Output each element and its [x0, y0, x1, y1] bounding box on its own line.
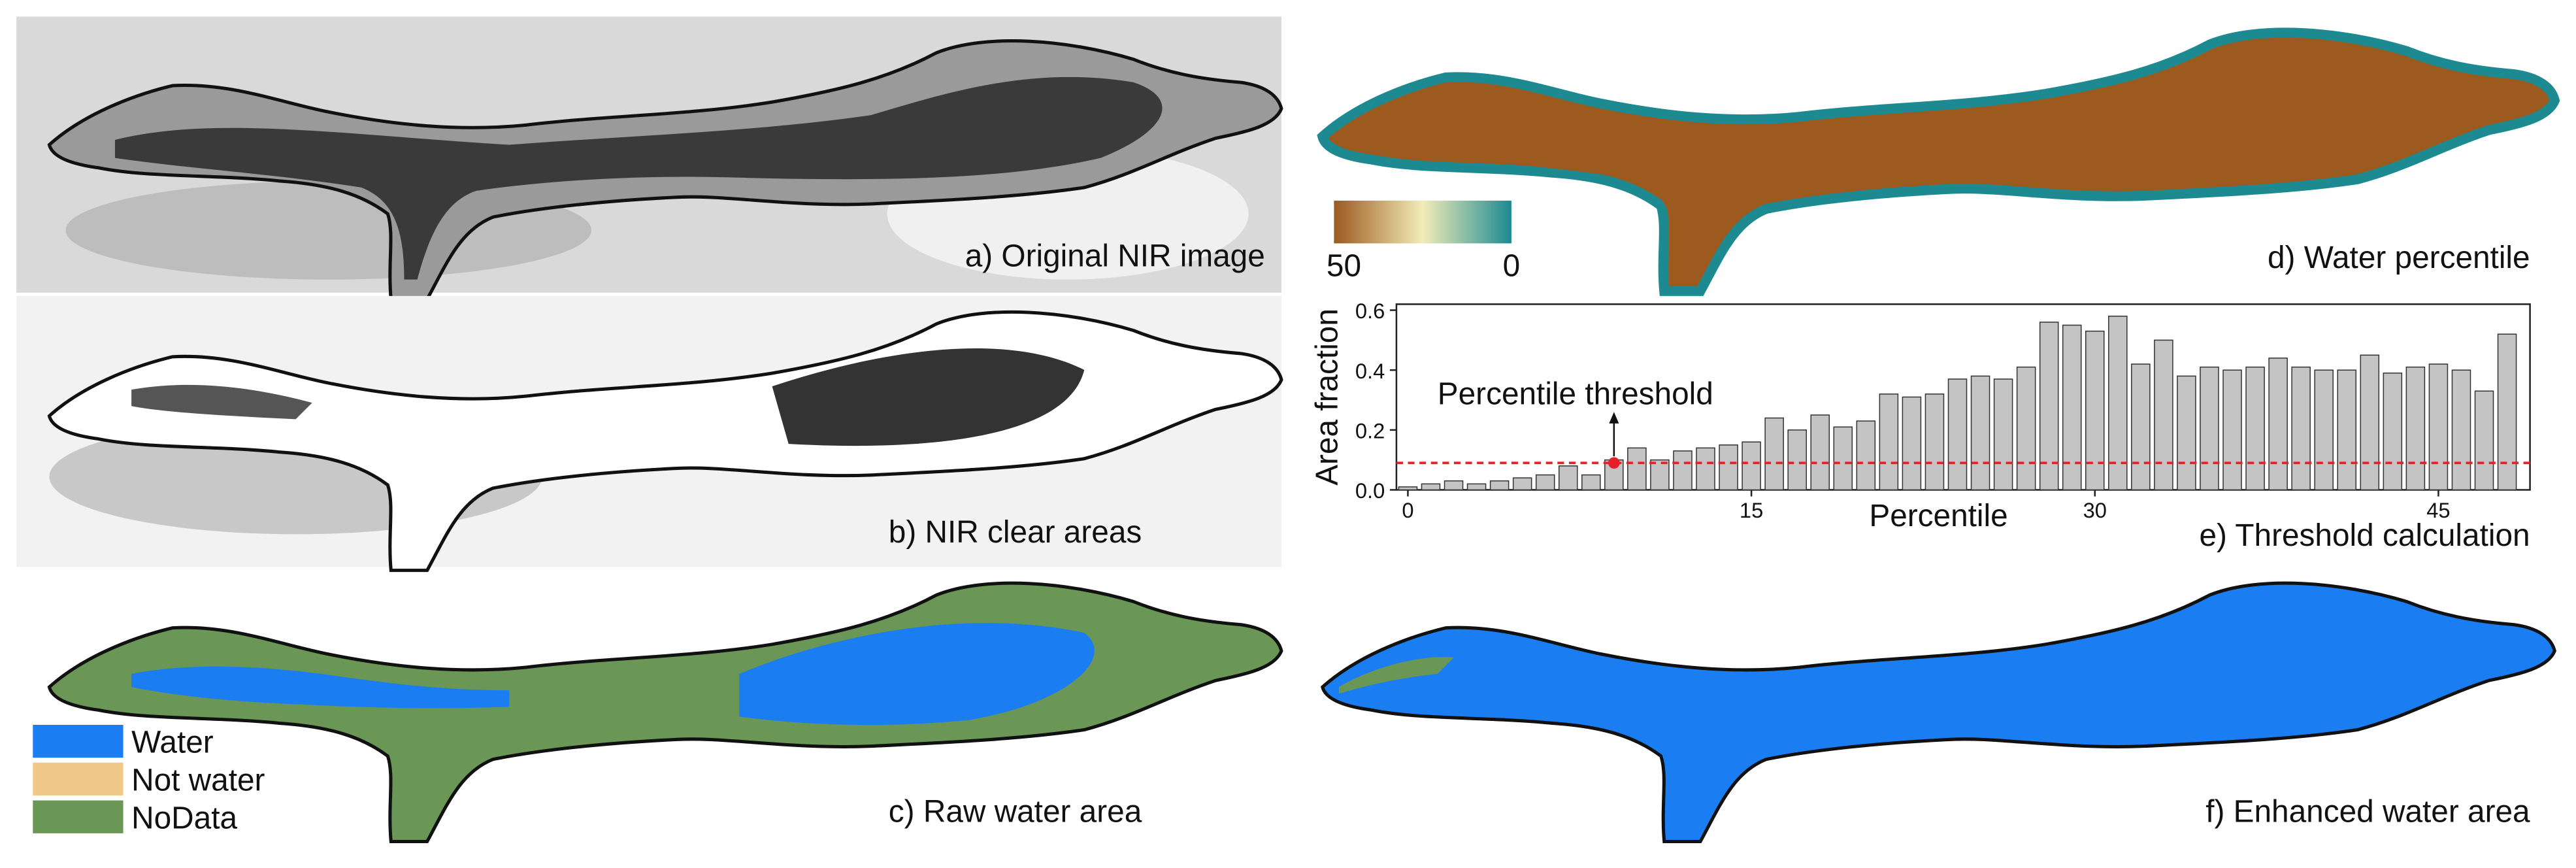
bar: [2222, 369, 2242, 491]
bar: [1650, 459, 1670, 491]
panel-c: Water Not water NoData c) Raw water area: [33, 583, 1281, 841]
y-tick-label: 0.2: [1355, 418, 1385, 442]
panel-label: e) Threshold calculation: [2200, 518, 2530, 553]
x-axis-title: Percentile: [1869, 499, 2007, 533]
bar: [1421, 483, 1441, 491]
panel-b: b) NIR clear areas: [16, 295, 1281, 571]
bar: [2474, 390, 2494, 491]
bar: [1924, 393, 1945, 491]
bar: [1444, 480, 1464, 491]
colorbar-label: 0: [1503, 249, 1521, 284]
bar: [1993, 378, 2013, 491]
bar: [2177, 375, 2196, 491]
bar: [1581, 474, 1601, 491]
bar: [2497, 333, 2517, 491]
bar: [2337, 369, 2357, 491]
y-tick-label: 0.6: [1355, 299, 1385, 323]
bar: [2016, 366, 2036, 491]
bar: [1673, 450, 1693, 491]
bar: [2314, 369, 2334, 491]
bar: [2428, 363, 2449, 491]
x-tick-label: 45: [2426, 498, 2450, 522]
legend-label: Water: [131, 726, 214, 760]
panel-e: e) Threshold calculation 0.0 0.2 0.4 0.6 0 15…: [1310, 299, 2531, 553]
x-tick-label: 0: [1402, 498, 1413, 522]
bar: [1856, 420, 1876, 491]
bar: [1398, 486, 1418, 491]
nodata-edge: [1338, 657, 1454, 694]
dark-water: [131, 384, 312, 420]
bar: [1489, 480, 1510, 491]
x-tick-label: 15: [1740, 498, 1763, 522]
bar: [1810, 414, 1830, 491]
bar: [1512, 477, 1532, 491]
colorbar-label: 50: [1327, 249, 1361, 284]
bar: [2062, 324, 2082, 491]
bar: [1833, 426, 1853, 491]
dark-water: [772, 348, 1085, 446]
water-area: [739, 623, 1095, 726]
bar: [1970, 375, 1990, 491]
panel-label: b) NIR clear areas: [889, 515, 1142, 550]
y-tick-label: 0.0: [1355, 478, 1385, 503]
bar: [2383, 373, 2403, 491]
panel-d: 50 0 d) Water percentile: [1323, 33, 2555, 291]
bar: [2154, 339, 2173, 491]
bar: [2360, 354, 2380, 491]
bar: [2200, 366, 2219, 491]
bar: [1787, 429, 1807, 491]
bar: [2085, 330, 2105, 491]
y-axis-title: Area fraction: [1310, 309, 1344, 486]
legend-swatch: [33, 800, 124, 833]
bar: [2131, 363, 2151, 491]
bar: [1535, 474, 1555, 491]
y-tick-label: 0.4: [1355, 359, 1385, 383]
bar: [1719, 444, 1738, 491]
annotation-arrowhead: [1609, 412, 1619, 424]
bar: [2108, 315, 2128, 491]
panel-a: a) Original NIR image: [16, 16, 1281, 299]
annotation-text: Percentile threshold: [1438, 377, 1713, 412]
panel-label: a) Original NIR image: [965, 239, 1265, 274]
panel-f: f) Enhanced water area: [1323, 583, 2555, 841]
bar: [1902, 396, 1922, 491]
panel-label: f) Enhanced water area: [2205, 794, 2530, 829]
colorbar: [1334, 201, 1511, 244]
bar: [1696, 447, 1715, 491]
threshold-point: [1608, 457, 1620, 469]
bar: [1879, 393, 1899, 491]
bar: [1558, 465, 1578, 491]
legend-swatch: [33, 724, 124, 758]
legend-swatch: [33, 762, 124, 796]
bar: [2405, 366, 2426, 491]
bar: [2291, 366, 2311, 491]
panel-label: d) Water percentile: [2268, 241, 2530, 275]
panel-label: c) Raw water area: [889, 794, 1142, 829]
bar: [2039, 322, 2059, 491]
x-tick-label: 30: [2083, 498, 2107, 522]
bar: [1764, 417, 1784, 491]
bar: [1627, 447, 1647, 491]
bar: [2451, 369, 2471, 491]
bar: [2268, 358, 2288, 491]
water-area: [131, 666, 510, 709]
bar: [1742, 441, 1761, 491]
bar: [2245, 366, 2265, 491]
legend-label: NoData: [131, 801, 237, 835]
bar: [1947, 378, 1968, 491]
bar: [1466, 483, 1487, 491]
legend-label: Not water: [131, 763, 265, 798]
